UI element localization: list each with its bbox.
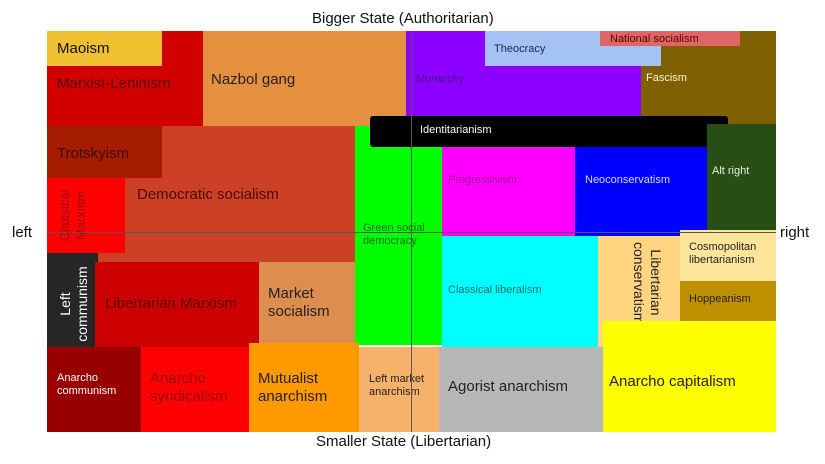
region-label: Classical liberalism bbox=[448, 284, 542, 296]
region-label: Cosmopolitan libertarianism bbox=[689, 241, 757, 267]
region-label: Progressivism bbox=[448, 174, 518, 186]
region-label: Anarcho capitalism bbox=[609, 373, 736, 390]
region-label: Green social democracy bbox=[363, 222, 425, 248]
region-market-socialism: Market socialism bbox=[259, 262, 355, 345]
region-classical-marxism: Classical Marxism bbox=[47, 178, 125, 253]
region-label: Libertarian conservatism bbox=[631, 242, 664, 325]
region-green-social-democracy: Green social democracy bbox=[355, 126, 442, 345]
region-anarcho-capitalism: Anarcho capitalism bbox=[603, 321, 776, 432]
region-label: Democratic socialism bbox=[137, 186, 279, 203]
region-progressivism: Progressivism bbox=[442, 147, 575, 236]
region-label: Left market anarchism bbox=[369, 373, 425, 399]
axis-bottom-label: Smaller State (Libertarian) bbox=[316, 433, 492, 450]
region-identitarianism: Identitarianism bbox=[370, 116, 728, 147]
region-label: Marxist-Leninism bbox=[57, 75, 171, 92]
region-nazbol: Nazbol gang bbox=[203, 31, 406, 126]
region-label: Market socialism bbox=[268, 285, 330, 320]
region-label: Classical Marxism bbox=[57, 189, 88, 242]
region-anarcho-syndicalism: Anarcho syndicalism bbox=[141, 347, 249, 432]
region-left-market-anarchism: Left market anarchism bbox=[359, 347, 439, 432]
region-label: Alt right bbox=[712, 165, 750, 177]
region-label: Left communism bbox=[57, 266, 90, 342]
region-anarcho-communism: Anarcho communism bbox=[47, 347, 141, 432]
region-hoppeanism: Hoppeanism bbox=[680, 281, 776, 321]
region-label: Monarchy bbox=[416, 73, 465, 85]
region-mutualist-anarchism: Mutualist anarchism bbox=[249, 343, 359, 432]
region-alt-right: Alt right bbox=[707, 124, 776, 230]
region-maoism: Maoism bbox=[47, 31, 162, 66]
region-label: Mutualist anarchism bbox=[258, 370, 328, 405]
region-label: Hoppeanism bbox=[689, 293, 751, 305]
region-label: Nazbol gang bbox=[211, 71, 296, 88]
horizontal-axis-line bbox=[47, 232, 776, 233]
region-label: Agorist anarchism bbox=[448, 378, 569, 395]
region-label: Neoconservatism bbox=[585, 174, 670, 186]
region-label: Fascism bbox=[646, 72, 687, 84]
axis-right-label: right bbox=[780, 224, 810, 241]
vertical-axis-line bbox=[411, 31, 412, 432]
region-label: Libertarian Marxism bbox=[105, 295, 237, 312]
region-label: Anarcho communism bbox=[57, 372, 117, 398]
region-label: Maoism bbox=[57, 40, 110, 57]
axis-left-label: left bbox=[12, 224, 33, 241]
region-trotskyism: Trotskyism bbox=[47, 126, 162, 178]
region-left-communism: Left communism bbox=[47, 253, 98, 355]
region-agorist-anarchism: Agorist anarchism bbox=[439, 347, 603, 432]
region-classical-liberalism: Classical liberalism bbox=[442, 236, 598, 347]
region-label: Anarcho syndicalism bbox=[150, 370, 228, 405]
region-label: Theocracy bbox=[494, 43, 546, 55]
region-national-socialism: National socialism bbox=[600, 31, 740, 46]
region-fascism: Fascism bbox=[641, 31, 776, 124]
region-libertarian-marxism: Libertarian Marxism bbox=[95, 262, 259, 348]
region-cosmopolitan-libertarianism: Cosmopolitan libertarianism bbox=[680, 230, 776, 281]
region-neoconservatism: Neoconservatism bbox=[575, 147, 707, 236]
region-label: Trotskyism bbox=[57, 145, 129, 162]
region-label: Identitarianism bbox=[420, 124, 492, 136]
axis-top-label: Bigger State (Authoritarian) bbox=[312, 10, 494, 27]
region-label: National socialism bbox=[610, 33, 699, 45]
